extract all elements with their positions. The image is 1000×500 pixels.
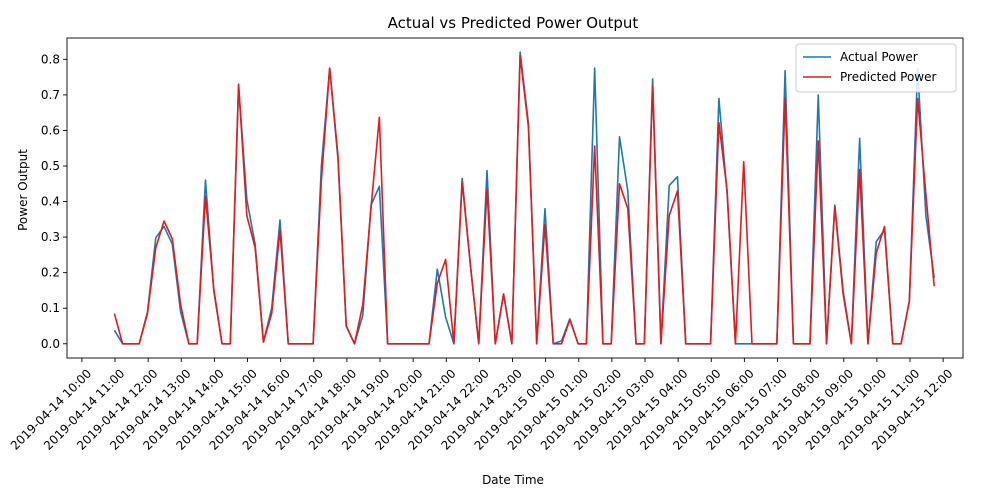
series-line-1	[113, 54, 935, 345]
y-tick-label: 0.3	[41, 230, 60, 244]
y-tick-label: 0.5	[41, 159, 60, 173]
chart-title: Actual vs Predicted Power Output	[388, 14, 639, 32]
y-tick-label: 0.8	[41, 52, 60, 66]
y-axis-label: Power Output	[16, 149, 30, 231]
legend-box	[795, 43, 957, 93]
x-axis-label: Date Time	[482, 473, 544, 487]
plot-area	[66, 37, 964, 359]
y-axis: 0.0 0.1 0.2 0.3 0.4 0.5 0.6 0.7 0.8	[41, 52, 67, 351]
plot-frame	[66, 37, 964, 359]
y-tick-label: 0.6	[41, 123, 60, 137]
legend: Actual Power Predicted Power	[795, 43, 957, 93]
y-tick-label: 0.4	[41, 195, 60, 209]
y-tick-label: 0.1	[41, 301, 60, 315]
y-tick-label: 0.2	[41, 266, 60, 280]
legend-label: Predicted Power	[840, 70, 936, 84]
legend-label: Actual Power	[840, 50, 918, 64]
y-tick-label: 0.0	[41, 337, 60, 351]
y-tick-label: 0.7	[41, 88, 60, 102]
